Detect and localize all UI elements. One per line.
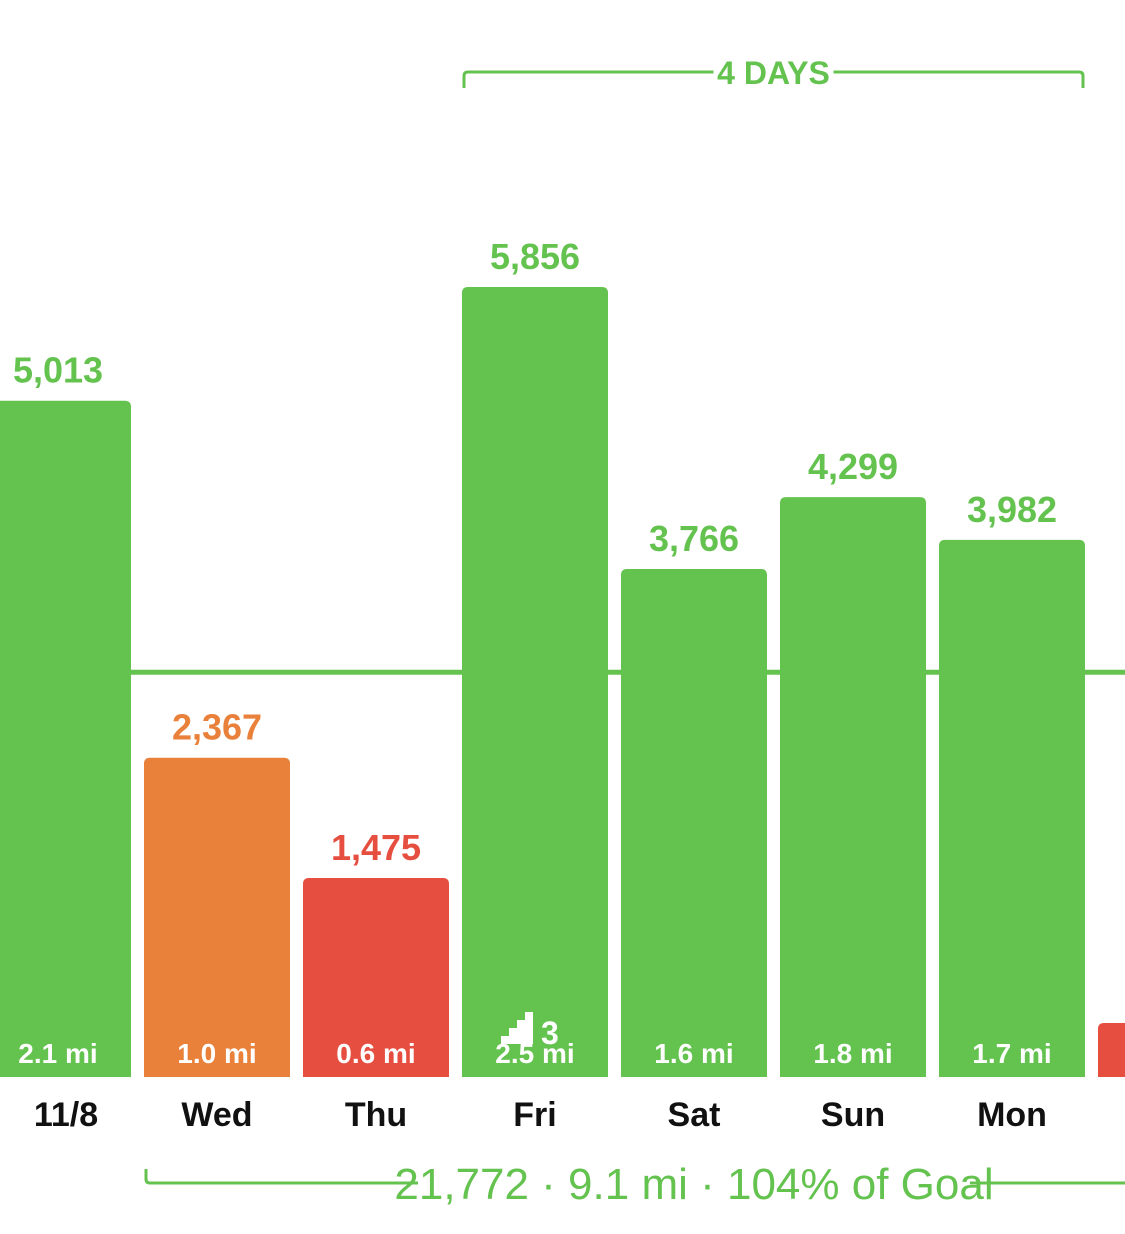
bar-distance-label: 1.0 mi: [177, 1038, 256, 1069]
streak-bracket: 4 DAYS: [462, 55, 1085, 91]
day-label-thu: Thu: [345, 1096, 407, 1134]
weekly-summary: 21,772 · 9.1 mi · 104% of Goal: [144, 1160, 1125, 1209]
bar-mon[interactable]: [939, 539, 1085, 1077]
stairs-icon: [501, 1012, 533, 1044]
bar-11-8[interactable]: [0, 400, 131, 1077]
bar-value-label: 3,766: [649, 518, 739, 559]
bar-thu[interactable]: [303, 878, 449, 1077]
bar-distance-label: 1.7 mi: [972, 1038, 1051, 1069]
streak-bracket-left: [462, 70, 714, 88]
day-label-sun: Sun: [821, 1096, 885, 1134]
bar-fri[interactable]: [462, 287, 608, 1077]
bars-layer: [0, 287, 1125, 1077]
bar-next[interactable]: [1098, 1023, 1125, 1077]
bar-value-label: 5,856: [490, 236, 580, 277]
bar-sun[interactable]: [780, 497, 926, 1077]
bar-value-label: 1,475: [331, 827, 421, 868]
bar-wed[interactable]: [144, 757, 290, 1077]
bar-value-label: 3,982: [967, 489, 1057, 530]
bar-distance-label: 1.6 mi: [654, 1038, 733, 1069]
labels-layer: 5,013 2.1 mi 11/8 2,367 1.0 mi Wed 1,475 0.6 mi…: [13, 236, 1057, 1134]
day-label-sat: Sat: [668, 1096, 721, 1134]
day-label-mon: Mon: [977, 1096, 1047, 1134]
bar-value-label: 4,299: [808, 446, 898, 487]
streak-bracket-right: [833, 70, 1085, 88]
floors-count: 3: [541, 1015, 559, 1051]
summary-bracket-left: [144, 1169, 418, 1185]
bar-distance-label: 2.1 mi: [18, 1038, 97, 1069]
summary-text: 21,772 · 9.1 mi · 104% of Goal: [394, 1160, 993, 1209]
day-label-wed: Wed: [181, 1096, 252, 1134]
bar-sat[interactable]: [621, 568, 767, 1077]
day-label-fri: Fri: [513, 1096, 556, 1134]
bar-distance-label: 0.6 mi: [336, 1038, 415, 1069]
streak-label: 4 DAYS: [717, 55, 830, 91]
day-label-11-8: 11/8: [34, 1096, 98, 1134]
bar-distance-label: 1.8 mi: [813, 1038, 892, 1069]
bar-value-label: 5,013: [13, 350, 103, 391]
bar-value-label: 2,367: [172, 707, 262, 748]
